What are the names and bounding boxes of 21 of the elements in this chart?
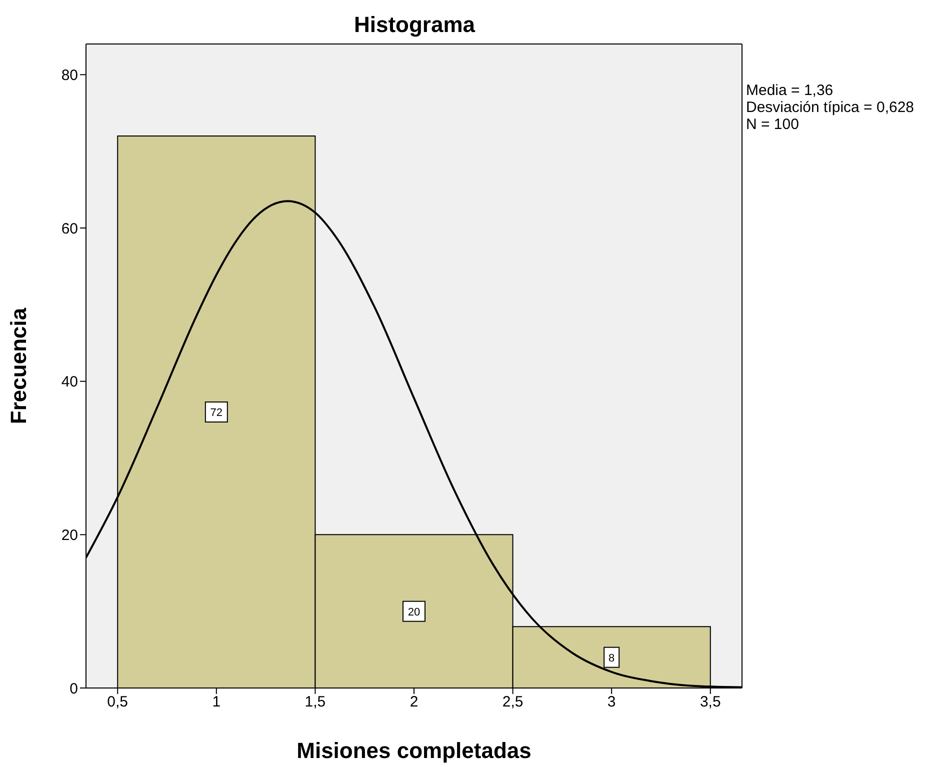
x-tick-label: 3,5 [700,694,721,711]
text: Desviación típica = 0,628 [746,99,914,116]
y-tick-label: 0 [70,680,78,698]
data-label: 72 [210,407,223,419]
y-axis-title: Frecuencia [6,307,31,424]
y-tick-label: 40 [61,374,78,391]
x-tick-label: 2,5 [502,694,524,711]
x-axis-title: Misiones completadas [296,738,532,763]
x-tick-label: 1 [212,694,221,711]
y-tick-label: 60 [61,220,78,238]
data-label: 20 [408,606,420,618]
x-tick-label: 3 [607,694,616,711]
chart-title: Histograma [352,12,476,38]
text: N = 100 [746,116,800,133]
x-tick-label: 2 [410,694,418,711]
x-tick-label: 1,5 [304,694,326,711]
x-tick-label: 0,5 [107,694,128,711]
data-label: 8 [608,652,615,664]
y-tick-label: 20 [61,526,78,544]
text: Media = 1,36 [746,82,834,99]
y-tick-label: 80 [61,66,78,84]
